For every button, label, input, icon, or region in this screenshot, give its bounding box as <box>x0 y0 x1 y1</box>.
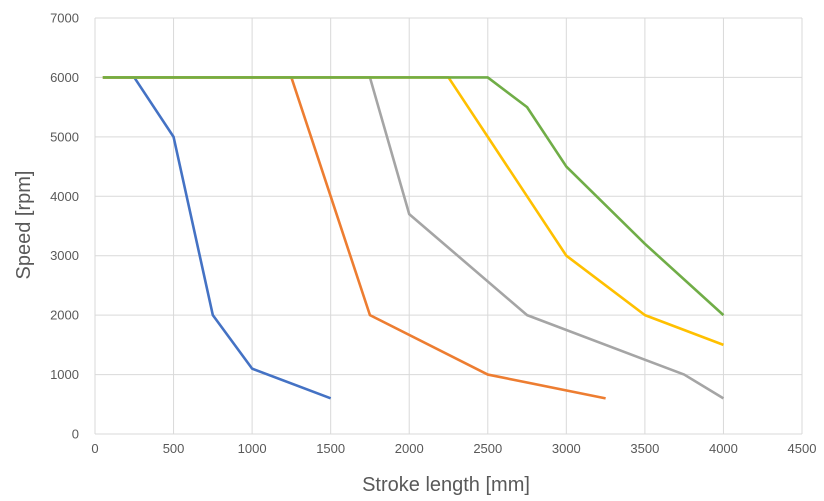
x-axis-title: Stroke length [mm] <box>362 474 530 496</box>
grid <box>94 17 803 435</box>
y-tick-label: 7000 <box>50 11 79 26</box>
series-lines <box>102 76 725 400</box>
y-axis-title: Speed [rpm] <box>13 171 35 280</box>
x-tick-label: 4000 <box>709 441 738 456</box>
y-tick-label: 0 <box>72 427 79 442</box>
x-tick-label: 1000 <box>238 441 267 456</box>
x-axis-ticks: 0 500 1000 1500 2000 2500 3000 3500 4000 4500 <box>91 441 816 456</box>
series-line-5 <box>102 76 725 317</box>
x-tick-label: 2000 <box>395 441 424 456</box>
series-line-1 <box>102 76 332 400</box>
y-axis-ticks: 0 1000 2000 3000 4000 5000 6000 7000 <box>50 11 79 442</box>
x-tick-label: 2500 <box>473 441 502 456</box>
x-tick-label: 3000 <box>552 441 581 456</box>
y-tick-label: 3000 <box>50 248 79 263</box>
x-tick-label: 4500 <box>788 441 817 456</box>
y-tick-label: 1000 <box>50 367 79 382</box>
x-tick-label: 1500 <box>316 441 345 456</box>
y-tick-label: 5000 <box>50 129 79 144</box>
x-tick-label: 3500 <box>630 441 659 456</box>
x-tick-label: 500 <box>163 441 185 456</box>
x-tick-label: 0 <box>91 441 98 456</box>
y-tick-label: 4000 <box>50 189 79 204</box>
series-line-2 <box>102 76 606 400</box>
series-line-4 <box>102 76 724 347</box>
y-tick-label: 2000 <box>50 308 79 323</box>
y-tick-label: 6000 <box>50 70 79 85</box>
